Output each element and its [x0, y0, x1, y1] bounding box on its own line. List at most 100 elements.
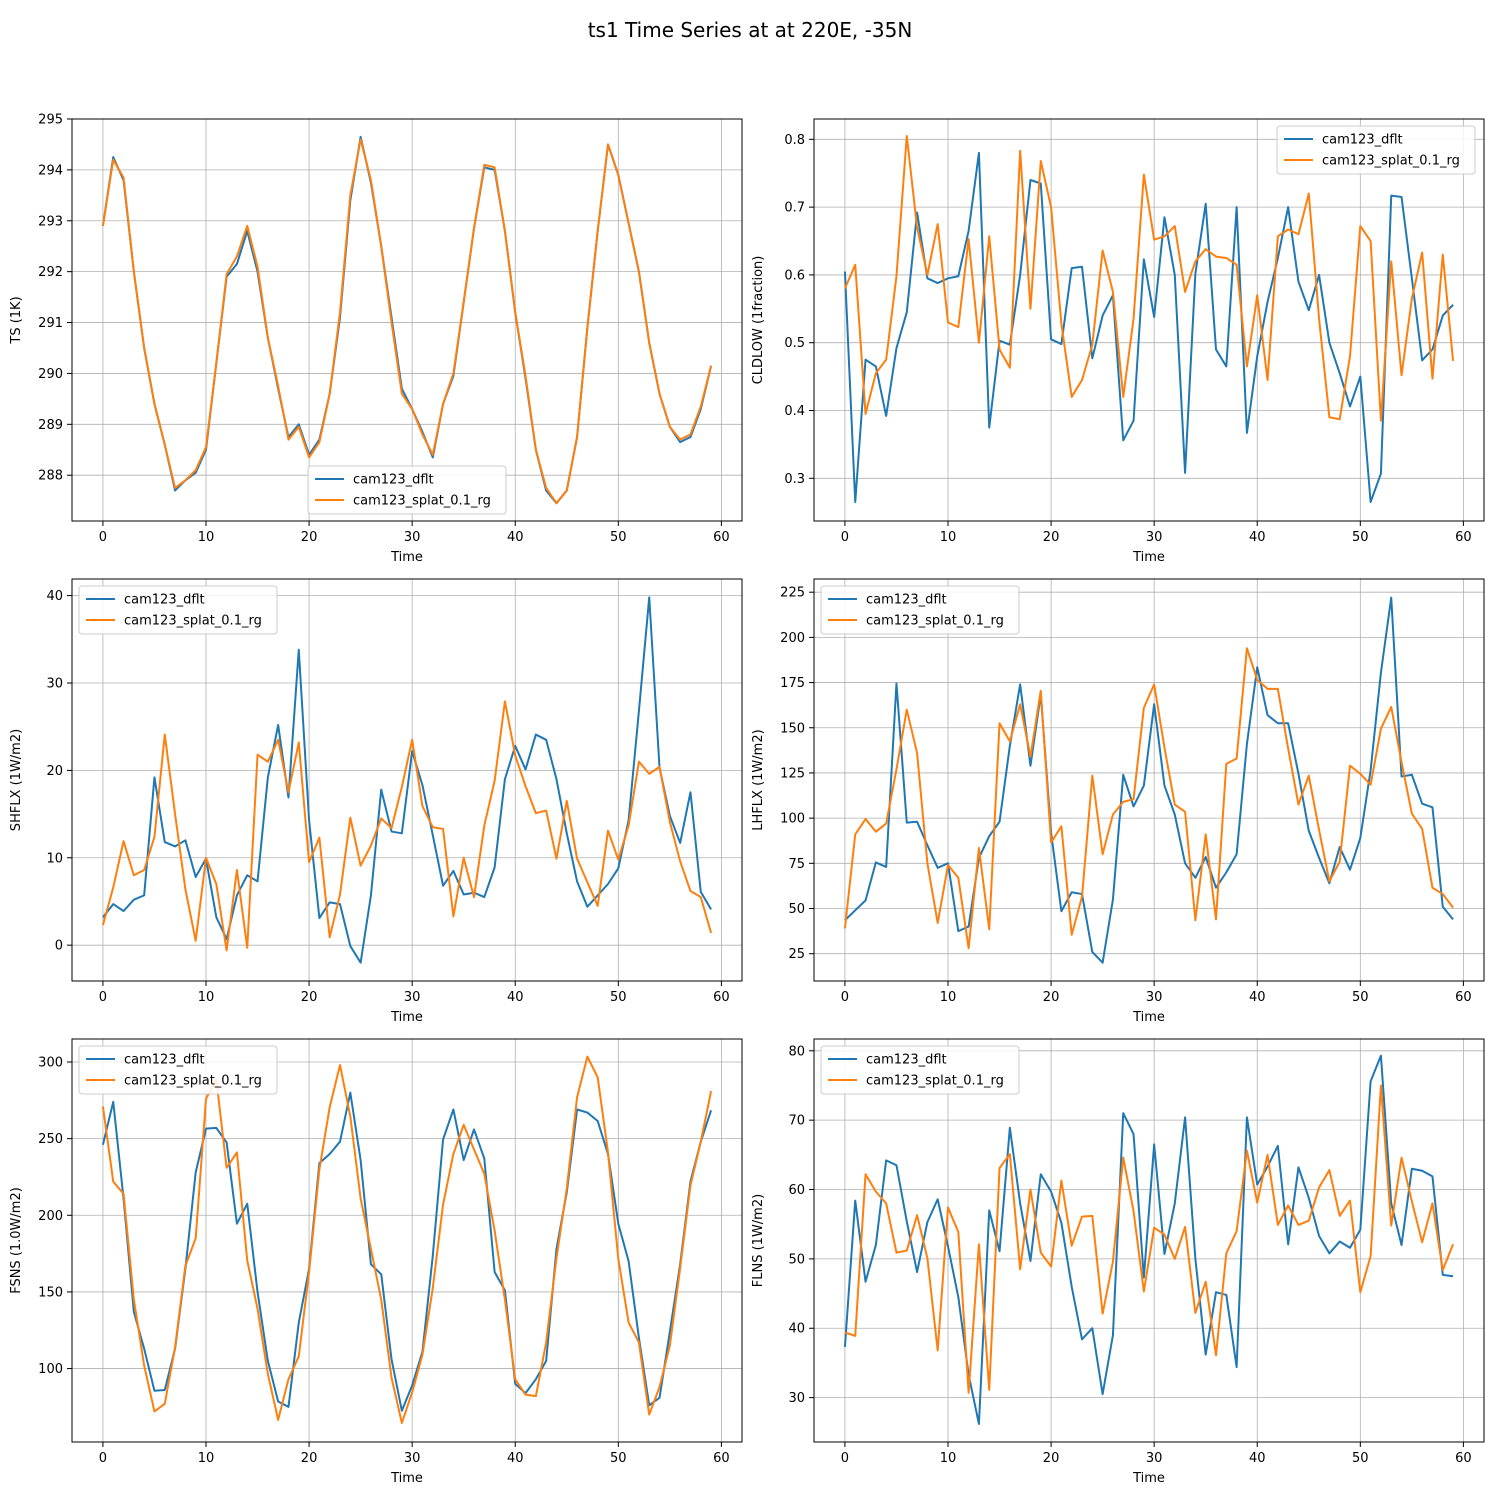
- y-tick-label: 125: [780, 766, 805, 781]
- y-tick-label: 60: [788, 1183, 805, 1198]
- legend: cam123_dflt cam123_splat_0.1_rg: [820, 1045, 1020, 1095]
- legend-label-2: cam123_splat_0.1_rg: [124, 614, 262, 629]
- y-axis-label: TS (1K): [9, 296, 24, 344]
- y-tick-label: 80: [788, 1044, 805, 1059]
- y-tick-label: 291: [38, 316, 63, 331]
- x-tick-label: 20: [1043, 1451, 1060, 1466]
- x-tick-label: 60: [1455, 1451, 1472, 1466]
- subplot-6: 0 10 20 30 40 50 60 30 40 50 60 70 80 Time FLNS (1W/m2…: [751, 1038, 1485, 1486]
- legend-label-1: cam123_dflt: [866, 593, 947, 608]
- y-tick-label: 300: [38, 1055, 63, 1070]
- legend-label-2: cam123_splat_0.1_rg: [1322, 154, 1460, 169]
- legend-label-1: cam123_dflt: [1322, 133, 1403, 148]
- x-tick-label: 10: [940, 530, 957, 545]
- legend-box: [820, 1045, 1020, 1095]
- x-tick-label: 30: [1146, 990, 1163, 1005]
- y-tick-label: 0.6: [784, 268, 805, 283]
- x-tick-label: 0: [841, 990, 849, 1005]
- x-tick-label: 40: [1249, 530, 1266, 545]
- subplot-2: 0 10 20 30 40 50 60 0.3 0.4 0.5 0.6 0.7 0.8 Time CLDLO…: [751, 118, 1485, 565]
- x-tick-label: 50: [610, 1451, 627, 1466]
- x-tick-label: 10: [198, 1451, 215, 1466]
- axes-frame: [71, 1038, 743, 1443]
- legend-box: [1276, 125, 1476, 175]
- x-tick-label: 10: [940, 1451, 957, 1466]
- y-tick-label: 30: [46, 676, 63, 691]
- x-tick-label: 30: [404, 530, 421, 545]
- x-axis-label: Time: [1132, 1471, 1165, 1486]
- legend: cam123_dflt cam123_splat_0.1_rg: [78, 585, 278, 635]
- subplot-grid: 0 10 20 30 40 50 60 288 289 290 291 292 293 294 295 Tim…: [9, 113, 1485, 1486]
- legend: cam123_dflt cam123_splat_0.1_rg: [820, 585, 1020, 635]
- x-tick-label: 30: [404, 990, 421, 1005]
- x-tick-label: 0: [99, 990, 107, 1005]
- y-tick-label: 0.8: [784, 133, 805, 148]
- y-tick-label: 225: [780, 586, 805, 601]
- x-axis-label: Time: [390, 550, 423, 565]
- series-line-1: [843, 151, 1454, 504]
- legend-label-1: cam123_dflt: [124, 1053, 205, 1068]
- legend-label-2: cam123_splat_0.1_rg: [866, 1074, 1004, 1089]
- x-tick-label: 20: [1043, 530, 1060, 545]
- legend: cam123_dflt cam123_splat_0.1_rg: [307, 465, 507, 515]
- x-tick-label: 20: [1043, 990, 1060, 1005]
- legend-label-1: cam123_dflt: [353, 473, 434, 488]
- x-tick-label: 40: [507, 530, 524, 545]
- y-tick-label: 295: [38, 113, 63, 128]
- y-tick-label: 0.7: [784, 201, 805, 216]
- x-tick-label: 60: [713, 990, 730, 1005]
- y-axis-label: CLDLOW (1fraction): [751, 256, 766, 385]
- x-tick-label: 60: [713, 1451, 730, 1466]
- y-tick-label: 250: [38, 1132, 63, 1147]
- y-tick-label: 290: [38, 367, 63, 382]
- series-line-2: [101, 700, 713, 952]
- series-line-2: [843, 647, 1454, 950]
- x-tick-label: 40: [1249, 1451, 1266, 1466]
- y-tick-label: 0.4: [784, 404, 805, 419]
- axes-frame: [813, 578, 1485, 982]
- y-tick-label: 175: [780, 676, 805, 691]
- y-tick-label: 10: [46, 851, 63, 866]
- series-line-2: [844, 1084, 1455, 1394]
- axes-frame: [813, 118, 1485, 522]
- y-tick-label: 75: [788, 857, 805, 872]
- x-tick-label: 50: [610, 990, 627, 1005]
- series-line-2: [101, 1055, 713, 1424]
- y-tick-label: 50: [788, 902, 805, 917]
- y-tick-label: 0: [55, 939, 63, 954]
- x-tick-label: 10: [940, 990, 957, 1005]
- x-tick-label: 0: [99, 1451, 107, 1466]
- legend-box: [78, 1045, 278, 1095]
- y-tick-label: 70: [788, 1114, 805, 1129]
- x-tick-label: 0: [99, 530, 107, 545]
- x-tick-label: 50: [610, 530, 627, 545]
- x-axis-label: Time: [1132, 1010, 1165, 1025]
- y-tick-label: 150: [780, 721, 805, 736]
- x-axis-label: Time: [1132, 550, 1165, 565]
- axes-frame: [813, 1038, 1485, 1443]
- series-line-1: [102, 596, 712, 964]
- legend-box: [820, 585, 1020, 635]
- y-axis-label: SHFLX (1W/m2): [9, 729, 24, 831]
- x-tick-label: 40: [1249, 990, 1266, 1005]
- x-tick-label: 40: [507, 1451, 524, 1466]
- y-tick-label: 0.3: [784, 472, 805, 487]
- legend-box: [307, 465, 507, 515]
- y-tick-label: 200: [38, 1209, 63, 1224]
- x-axis-label: Time: [390, 1010, 423, 1025]
- y-tick-label: 25: [788, 947, 805, 962]
- x-tick-label: 20: [301, 530, 318, 545]
- x-tick-label: 60: [713, 530, 730, 545]
- x-tick-label: 10: [198, 530, 215, 545]
- y-tick-label: 20: [46, 764, 63, 779]
- legend-label-2: cam123_splat_0.1_rg: [124, 1074, 262, 1089]
- y-tick-label: 30: [788, 1391, 805, 1406]
- x-tick-label: 30: [1146, 1451, 1163, 1466]
- subplot-4: 0 10 20 30 40 50 60 25 50 75 100 125 150 175 200 225 Tim…: [751, 578, 1485, 1025]
- y-tick-label: 50: [788, 1252, 805, 1267]
- axes-frame: [71, 578, 743, 982]
- series-line-2: [844, 134, 1455, 422]
- legend: cam123_dflt cam123_splat_0.1_rg: [78, 1045, 278, 1095]
